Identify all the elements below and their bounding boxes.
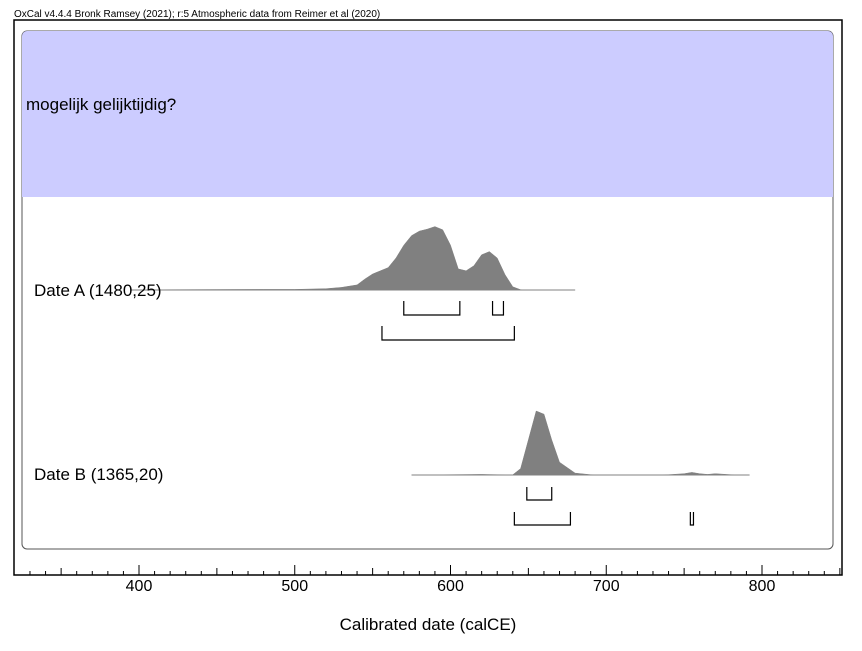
group-header-fill — [22, 31, 833, 197]
series-1-label: Date A (1480,25) — [34, 281, 162, 300]
series-1-range-68-1 — [403, 301, 461, 316]
series-1: Date A (1480,25) — [34, 226, 576, 341]
series-1-range-68-2 — [491, 301, 505, 316]
group-label: mogelijk gelijktijdig? — [26, 95, 176, 114]
series-2-label: Date B (1365,20) — [34, 465, 163, 484]
x-tick-label: 400 — [126, 578, 153, 595]
series-2-density — [411, 410, 750, 476]
x-tick-label: 700 — [593, 578, 620, 595]
series-1-density — [131, 226, 576, 291]
series-2-range-95-1 — [513, 512, 572, 526]
x-axis-label: Calibrated date (calCE) — [340, 615, 517, 634]
series-1-range-95-1 — [381, 326, 515, 341]
x-tick-label: 800 — [749, 578, 776, 595]
x-axis: 400 500 600 700 800 — [29, 565, 841, 595]
series-2-range-68-1 — [526, 487, 553, 501]
series-2: Date B (1365,20) — [34, 410, 750, 526]
x-tick-label: 600 — [437, 578, 464, 595]
x-tick-label: 500 — [281, 578, 308, 595]
distributions: Date A (1480,25) Date B (1365,20) — [34, 226, 750, 526]
series-2-range-95-2 — [689, 512, 695, 526]
oxcal-header: OxCal v4.4.4 Bronk Ramsey (2021); r:5 At… — [14, 9, 381, 20]
